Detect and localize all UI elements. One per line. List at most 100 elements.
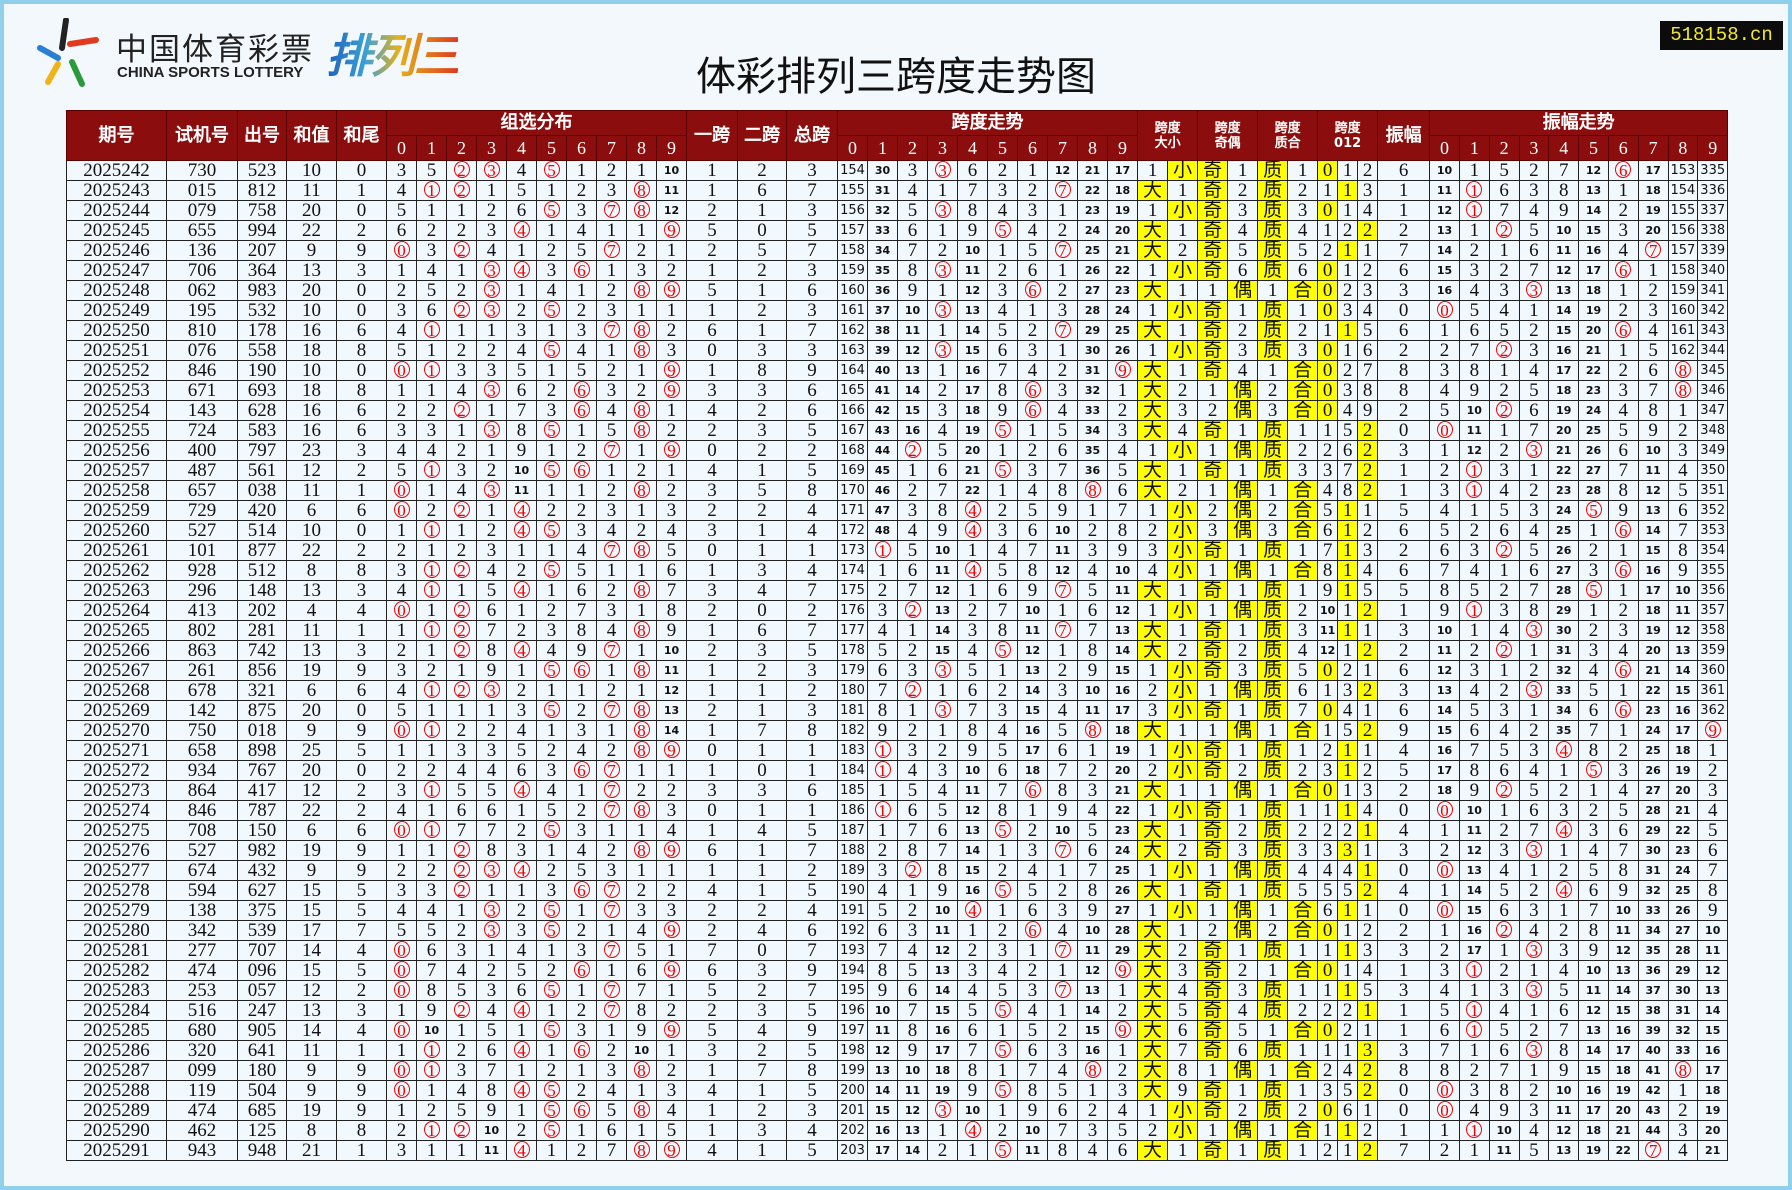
dist-cell-0: 2 [386, 1120, 417, 1141]
amplitude-cell: 2 [1377, 400, 1431, 421]
span-trend-cell-2: 1 [897, 620, 929, 641]
span-trend-cell-5: 3 [987, 180, 1019, 201]
dist-cell-8: 8 [626, 800, 657, 821]
amp-trend-cell-9: 361 [1697, 680, 1729, 701]
amp-trend-cell-4: 27 [1548, 560, 1580, 581]
prime-cell-1: 1 [1287, 160, 1319, 181]
dist-cell-8: 2 [626, 880, 657, 901]
span-trend-cell-7: 10 [1047, 520, 1079, 541]
span-trend-cell-1: 13 [867, 1060, 899, 1081]
size-cell-0: 大 [1137, 960, 1169, 981]
amplitude-cell: 2 [1377, 780, 1431, 801]
size-cell-1: 1 [1167, 320, 1199, 341]
dist-cell-5: 3 [536, 260, 567, 281]
dist-cell-0: 0 [386, 1020, 417, 1041]
amp-trend-cell-3: 6 [1518, 560, 1550, 581]
issue-cell: 2025275 [66, 820, 167, 841]
span-trend-cell-3: 15 [927, 640, 959, 661]
span-trend-cell-4: 8 [957, 200, 989, 221]
span-trend-cell-6: 2 [1017, 180, 1049, 201]
issue-cell: 2025248 [66, 280, 167, 301]
amp-trend-cell-6: 1 [1607, 580, 1639, 601]
amp-trend-cell-4: 35 [1548, 720, 1580, 741]
amp-trend-cell-5: 24 [1578, 400, 1609, 421]
amp-trend-cell-8: 2 [1667, 420, 1699, 441]
dist-cell-1: 2 [416, 500, 447, 521]
span-trend-cell-0: 167 [837, 420, 869, 441]
sum-tail-cell: 9 [336, 1080, 387, 1101]
dist-cell-7: 5 [596, 1100, 627, 1121]
dist-cell-4: 8 [506, 420, 537, 441]
span-trend-cell-7: 2 [1047, 360, 1079, 381]
table-row: 2025282 474 096 15 5 0 7 4 2 5 2 6 1 6 9 6 3 9 194 8 5 13 3 4 2 1… [66, 960, 1729, 981]
amp-trend-cell-6: 10 [1607, 900, 1639, 921]
dist-cell-9: 1 [655, 240, 688, 261]
hit-circle: 6 [573, 761, 590, 779]
dist-cell-8: 9 [626, 1020, 657, 1041]
mod3-cell-0: 1 [1317, 720, 1339, 741]
amp-trend-cell-1: 4 [1458, 1100, 1490, 1121]
dist-cell-2: 1 [446, 580, 477, 601]
span-cell: 7 [786, 580, 839, 601]
amp-trend-cell-4: 30 [1548, 620, 1580, 641]
mod3-cell-1: 1 [1337, 580, 1359, 601]
amplitude-cell: 8 [1377, 380, 1431, 401]
dist-cell-1: 2 [416, 760, 447, 781]
hit-circle: 1 [423, 521, 440, 539]
span-trend-cell-7: 7 [1047, 940, 1079, 961]
dist-cell-9: 13 [655, 700, 688, 721]
span-trend-cell-9: 5 [1107, 1120, 1139, 1141]
span-trend-cell-3: 3 [927, 1100, 959, 1121]
span-trend-cell-3: 2 [927, 740, 959, 761]
span-trend-cell-2: 3 [897, 660, 929, 681]
amp-trend-cell-3: 3 [1518, 180, 1550, 201]
hit-circle: 3 [934, 661, 951, 679]
span-trend-cell-2: 14 [897, 380, 929, 401]
parity-cell-0: 奇 [1197, 240, 1229, 261]
amp-trend-cell-7: 40 [1637, 1040, 1669, 1061]
hit-circle: 2 [453, 621, 470, 639]
prime-cell-0: 质 [1257, 740, 1289, 761]
mod3-cell-1: 1 [1337, 160, 1359, 181]
amp-trend-cell-2: 2 [1488, 780, 1520, 801]
span-trend-cell-1: 4 [867, 620, 899, 641]
sum-cell: 25 [286, 740, 337, 761]
amp-trend-cell-2: 5 [1488, 1020, 1520, 1041]
span1-cell: 1 [686, 1120, 739, 1141]
hit-circle: 7 [603, 981, 620, 999]
amp-trend-cell-2: 4 [1488, 300, 1520, 321]
amp-trend-cell-0: 0 [1429, 1080, 1460, 1101]
dist-cell-6: 2 [566, 1000, 597, 1021]
sum-cell: 12 [286, 980, 337, 1001]
span-trend-cell-3: 3 [927, 340, 959, 361]
dist-cell-0: 1 [386, 1040, 417, 1061]
span-trend-cell-9: 1 [1107, 1040, 1139, 1061]
hit-circle: 9 [663, 1021, 680, 1039]
span-trend-cell-1: 3 [867, 860, 899, 881]
parity-cell-1: 1 [1227, 300, 1259, 321]
amplitude-cell: 3 [1377, 1040, 1431, 1061]
hit-circle: 3 [1525, 941, 1542, 959]
dist-cell-4: 4 [506, 500, 537, 521]
dist-cell-2: 2 [446, 220, 477, 241]
sum-tail-cell: 0 [336, 300, 387, 321]
prime-cell-0: 质 [1257, 860, 1289, 881]
site-badge[interactable]: 518158.cn [1660, 21, 1783, 50]
amp-trend-cell-9: 21 [1697, 1140, 1729, 1161]
span-trend-cell-5: 6 [987, 580, 1019, 601]
dist-cell-4: 4 [506, 520, 537, 541]
dist-cell-7: 4 [596, 520, 627, 541]
amp-trend-cell-8: 11 [1667, 600, 1699, 621]
dist-cell-6: 8 [566, 620, 597, 641]
span-trend-cell-1: 44 [867, 440, 899, 461]
amp-trend-cell-1: 3 [1458, 1080, 1490, 1101]
hit-circle: 1 [423, 1041, 440, 1059]
hit-circle: 1 [1466, 601, 1483, 619]
issue-cell: 2025261 [66, 540, 167, 561]
sum-cell: 18 [286, 340, 337, 361]
span-trend-cell-8: 34 [1077, 420, 1109, 441]
table-row: 2025258 657 038 11 1 0 1 4 3 11 1 1 2 8 2 3 5 8 170 46 2 7 22 1… [66, 480, 1729, 501]
hit-circle: 8 [633, 541, 650, 559]
hit-circle: 9 [663, 281, 680, 299]
span-trend-cell-3: 13 [927, 960, 959, 981]
